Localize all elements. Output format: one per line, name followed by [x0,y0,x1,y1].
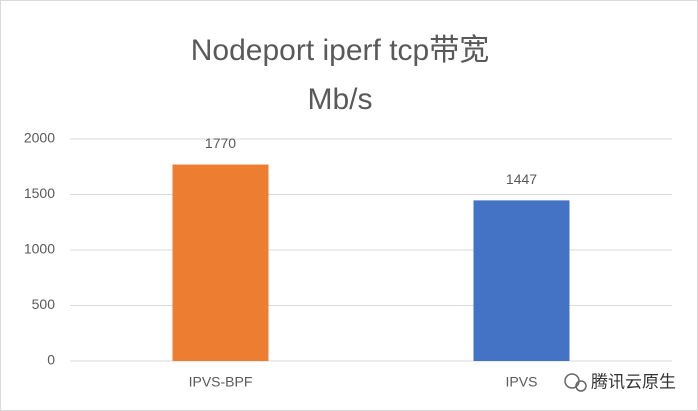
x-tick-label: IPVS-BPF [189,374,253,390]
x-tick-label: IPVS [506,374,538,390]
y-tick-label: 500 [32,296,56,312]
y-tick-label: 2000 [24,130,55,146]
y-tick-label: 1000 [24,241,55,257]
data-label: 1770 [205,135,236,151]
y-tick-label: 0 [47,352,55,368]
bar [172,164,269,361]
bar [473,200,570,361]
watermark-icon [564,373,587,392]
data-label: 1447 [506,171,537,187]
watermark: 腾讯云原生 [591,372,676,391]
chart-title: Nodeport iperf tcp带宽 [191,34,489,67]
chart-subtitle: Mb/s [307,83,372,116]
y-tick-label: 1500 [24,185,55,201]
